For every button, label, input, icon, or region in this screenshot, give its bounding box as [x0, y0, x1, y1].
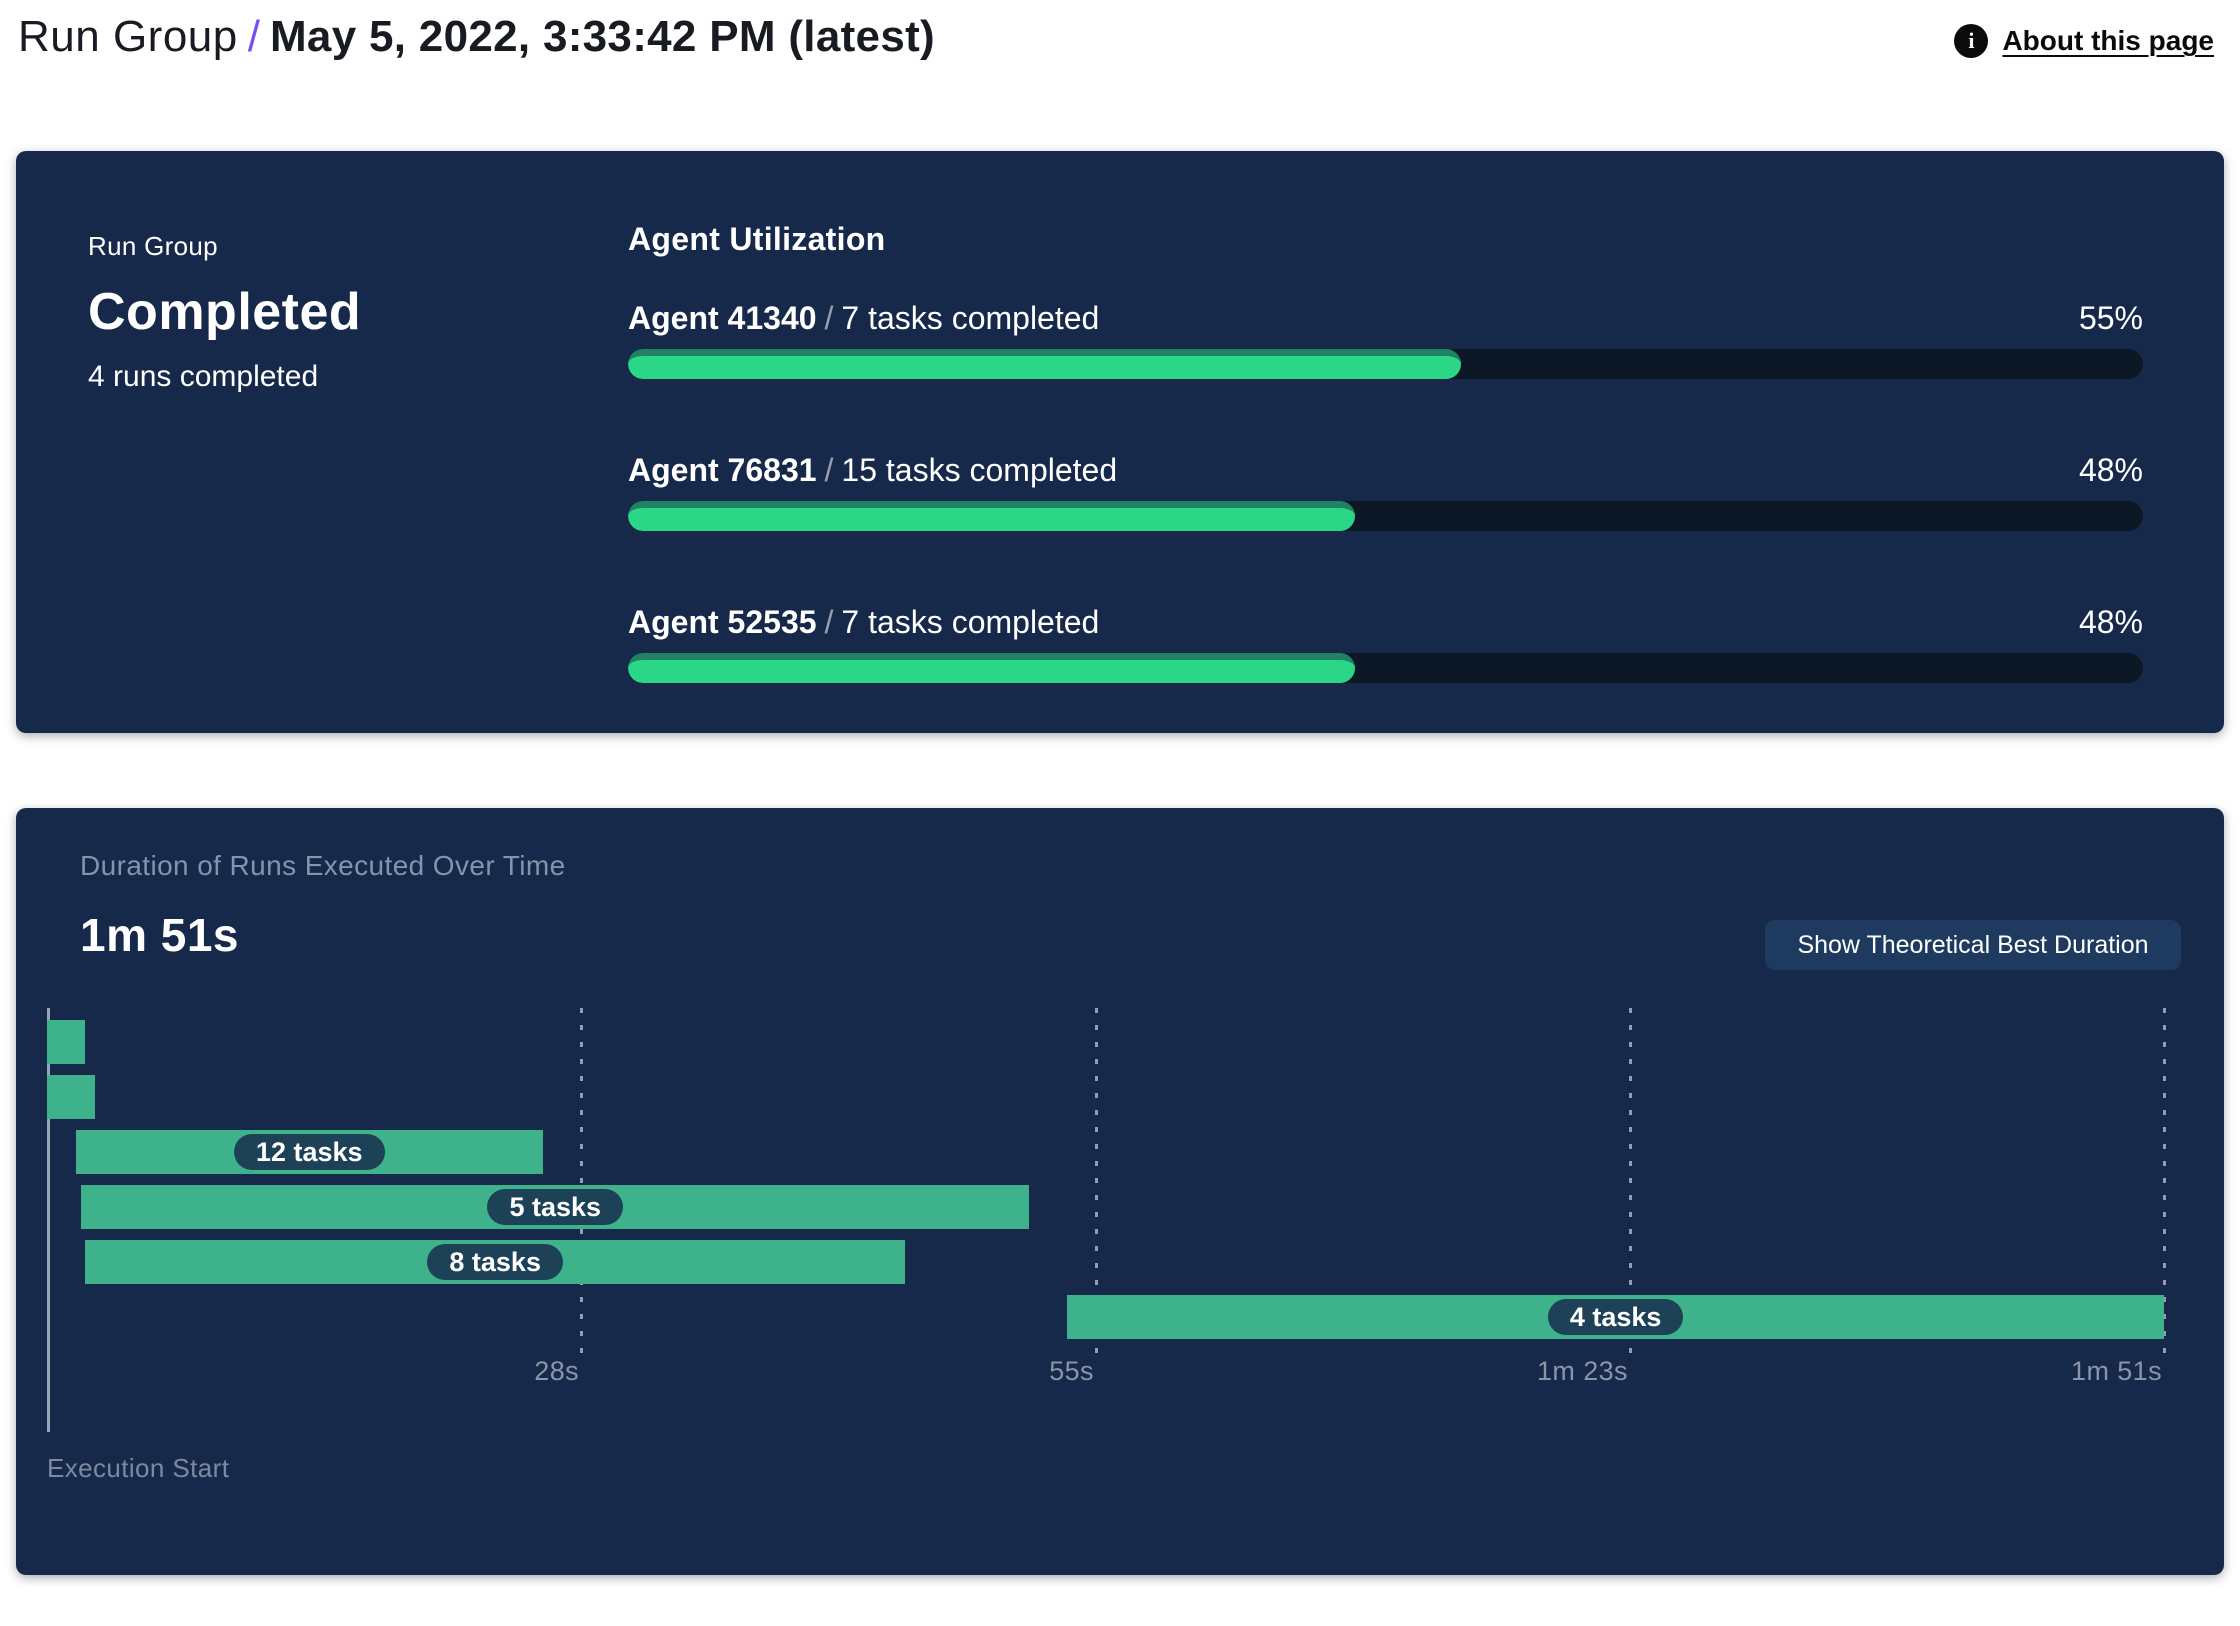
gantt-chart: Execution Start 28s 55s 1m 23s 1m 51s 12 tas…: [16, 808, 2224, 1575]
task-count-pill: 5 tasks: [487, 1189, 624, 1225]
execution-start-label: Execution Start: [47, 1453, 230, 1483]
about-this-page-link[interactable]: i About this page: [1954, 24, 2214, 58]
total-duration-value: 1m 51s: [80, 909, 240, 961]
gantt-run-bar[interactable]: [47, 1020, 86, 1064]
agent-progress-track: [628, 501, 2143, 531]
agent-utilization-percent: 48%: [2078, 604, 2143, 640]
breadcrumb-separator: /: [247, 12, 260, 61]
task-count-pill: 12 tasks: [233, 1134, 385, 1170]
gridline: [2163, 1008, 2166, 1356]
agent-row-label: Agent 76831/15 tasks completed: [628, 452, 1117, 489]
axis-tick-label: 55s: [1049, 1356, 1094, 1386]
duration-chart-subtitle: Duration of Runs Executed Over Time: [80, 850, 566, 881]
agent-row-header: Agent 41340/7 tasks completed 55%: [628, 300, 2143, 337]
agent-progress-fill: [628, 653, 1356, 683]
agent-utilization-percent: 48%: [2078, 452, 2143, 488]
gantt-run-bar[interactable]: 8 tasks: [85, 1240, 906, 1284]
runs-completed-summary: 4 runs completed: [88, 360, 319, 393]
agent-row-label: Agent 52535/7 tasks completed: [628, 604, 1099, 641]
agent-name[interactable]: Agent 41340: [628, 300, 817, 336]
agent-label-separator: /: [824, 300, 834, 336]
gridline: [580, 1008, 584, 1356]
agent-progress-fill: [628, 501, 1356, 531]
gridline: [1094, 1008, 1098, 1356]
execution-start-axis-line: [47, 1008, 50, 1432]
agent-tasks-completed: 7 tasks completed: [841, 300, 1100, 336]
page-title: May 5, 2022, 3:33:42 PM (latest): [269, 12, 935, 61]
gantt-run-bar[interactable]: 12 tasks: [75, 1130, 543, 1174]
axis-tick-label: 1m 51s: [2071, 1356, 2162, 1386]
status-value: Completed: [88, 283, 362, 341]
breadcrumb-run-group[interactable]: Run Group: [18, 12, 238, 61]
page-header: Run Group / May 5, 2022, 3:33:42 PM (lates…: [18, 10, 935, 64]
agent-progress-track: [628, 653, 2143, 683]
agent-row-label: Agent 41340/7 tasks completed: [628, 300, 1099, 337]
gantt-run-bar[interactable]: [47, 1075, 95, 1119]
agent-label-separator: /: [824, 452, 834, 488]
task-count-pill: 4 tasks: [1547, 1299, 1684, 1335]
gantt-run-bar[interactable]: 5 tasks: [81, 1185, 1030, 1229]
agent-tasks-completed: 15 tasks completed: [841, 452, 1118, 488]
agent-label-separator: /: [824, 604, 834, 640]
agent-tasks-completed: 7 tasks completed: [841, 604, 1100, 640]
gridline: [1628, 1008, 1632, 1356]
show-theoretical-best-duration-button[interactable]: Show Theoretical Best Duration: [1765, 920, 2181, 970]
agent-row: Agent 41340/7 tasks completed 55%: [628, 300, 2143, 379]
axis-tick-label: 28s: [534, 1356, 580, 1386]
gantt-run-bar[interactable]: 4 tasks: [1067, 1295, 2164, 1339]
agent-utilization-section: Agent Utilization Agent 41340/7 tasks co…: [628, 221, 2143, 756]
status-panel: Run Group Completed 4 runs completed: [88, 231, 361, 394]
about-link-label: About this page: [2002, 25, 2214, 56]
duration-chart-card: Duration of Runs Executed Over Time 1m 5…: [16, 808, 2224, 1575]
agent-name[interactable]: Agent 52535: [628, 604, 817, 640]
agent-progress-fill: [628, 349, 1462, 379]
info-icon: i: [1954, 24, 1989, 58]
agent-name[interactable]: Agent 76831: [628, 452, 817, 488]
axis-tick-label: 1m 23s: [1537, 1356, 1628, 1386]
agent-row: Agent 76831/15 tasks completed 48%: [628, 452, 2143, 531]
agent-progress-track: [628, 349, 2143, 379]
agent-utilization-percent: 55%: [2078, 300, 2143, 336]
agent-row: Agent 52535/7 tasks completed 48%: [628, 604, 2143, 683]
agent-row-header: Agent 76831/15 tasks completed 48%: [628, 452, 2143, 489]
status-panel-label: Run Group: [88, 231, 218, 261]
task-count-pill: 8 tasks: [427, 1244, 563, 1280]
agent-row-header: Agent 52535/7 tasks completed 48%: [628, 604, 2143, 641]
agent-utilization-title: Agent Utilization: [628, 221, 886, 257]
run-group-status-card: Run Group Completed 4 runs completed Age…: [16, 151, 2224, 733]
